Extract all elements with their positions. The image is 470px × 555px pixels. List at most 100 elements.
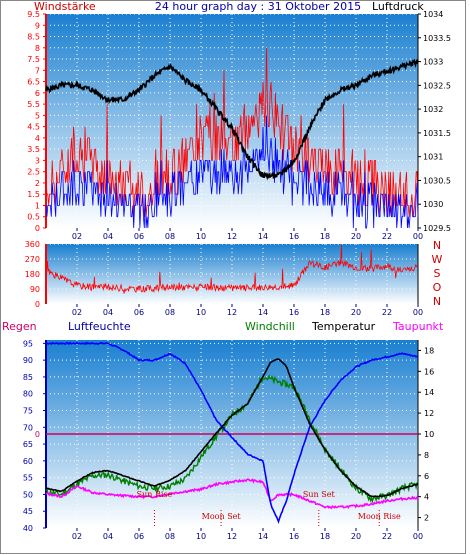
wind-xtick-label: 00 [413,232,423,241]
wind-xtick-label: 16 [289,232,299,241]
direction-xtick-label: 18 [320,308,330,317]
direction-xtick-label: 20 [351,308,361,317]
wind-ytick-label: 6 [35,89,40,98]
wind-strength-label: Windstärke [34,0,96,13]
humidity-xtick-label: 16 [289,532,299,541]
wind-ytick-label: 3 [35,156,40,165]
humidity-line [45,341,419,525]
humidity-xtick-label: 00 [413,532,423,541]
wind-ytick-label: 0.5 [27,213,40,222]
direction-xtick-label: 14 [258,308,268,317]
direction-ytick-label: 90 [30,285,40,294]
compass-labels: N W S O N [432,239,443,308]
wind-xtick-label: 02 [72,232,82,241]
temperature-ytick-label: 2 [424,514,429,523]
wind-ytick-label: 4.5 [27,123,40,132]
wind-ytick-label: 8 [35,44,40,53]
wind-ytick-label: 6.5 [27,78,40,87]
humidity-xtick-label: 22 [382,532,392,541]
humidity-ytick-label: 40 [23,524,33,533]
pressure-ytick-label: 1031.5 [423,129,451,138]
direction-ytick-label: 180 [25,270,40,279]
temperature-ytick-label: 14 [424,388,434,397]
humidity-ytick-label: 90 [23,356,33,365]
humidity-ytick-label: 75 [23,407,33,416]
temperature-ytick-label: 8 [424,451,429,460]
direction-xtick-label: 22 [382,308,392,317]
humidity-xtick-label: 14 [258,532,268,541]
dewpoint-label: Taupunkt [392,320,444,333]
moon-set-label: Moon Set [202,512,242,521]
humidity-xtick-label: 08 [165,532,175,541]
humidity-temperature-plot: 4045505560657075808590952468101214161802… [23,339,434,541]
humidity-xtick-label: 18 [320,532,330,541]
temperature-ytick-label: 16 [424,367,434,376]
wind-xtick-label: 20 [351,232,361,241]
pressure-ytick-label: 1034 [423,10,443,19]
compass-s: S [434,267,441,280]
compass-n-bottom: N [433,295,441,308]
pressure-ytick-label: 1033.5 [423,34,451,43]
wind-ytick-label: 1.5 [27,190,40,199]
pressure-line [45,58,419,181]
wind-ytick-label: 8.5 [27,33,40,42]
direction-xtick-label: 06 [134,308,144,317]
direction-ytick-label: 0 [35,300,40,309]
direction-xtick-label: 04 [103,308,113,317]
pressure-ytick-label: 1030 [423,200,443,209]
wind-ytick-label: 2.5 [27,168,40,177]
wind-ytick-label: 1 [35,201,40,210]
wind-ytick-label: 3.5 [27,145,40,154]
wind-ytick-label: 7.5 [27,55,40,64]
wind-xtick-label: 18 [320,232,330,241]
wind-ytick-label: 4 [35,134,40,143]
wind-xtick-label: 08 [165,232,175,241]
humidity-ytick-label: 50 [23,490,33,499]
temperature-line [45,358,418,498]
direction-xtick-label: 00 [413,308,423,317]
humidity-ytick-label: 65 [23,440,33,449]
temperature-ytick-label: 6 [424,472,429,481]
temperature-ytick-label: 12 [424,409,434,418]
sun-set-label: Sun Set [303,490,336,499]
compass-n-top: N [433,239,441,252]
direction-xtick-label: 12 [227,308,237,317]
rain-zero-label: 0 [35,430,40,439]
wind-pressure-plot: 0 0.5 1 1.5 2 2.5 3 3.5 4 4.5 5 5.5 6 6.5 7 7.5 8 8.5 9 9.5… [27,10,451,241]
wind-direction-panel [46,244,418,304]
humidity-ytick-label: 55 [23,474,33,483]
pressure-ytick-label: 1029.5 [423,224,451,233]
pressure-label: Luftdruck [372,0,424,13]
direction-line [45,244,419,294]
windchill-line [45,374,419,504]
compass-w: W [432,253,443,266]
humidity-xtick-label: 20 [351,532,361,541]
wind-ytick-label: 7 [35,66,40,75]
direction-ytick-label: 360 [25,240,40,249]
wind-ytick-label: 5 [35,111,40,120]
wind-xtick-label: 06 [134,232,144,241]
windchill-label: Windchill [245,320,295,333]
wind-ytick-label: 9 [35,21,40,30]
humidity-ytick-label: 80 [23,390,33,399]
humidity-xtick-label: 12 [227,532,237,541]
dewpoint-line [45,478,419,510]
wind-xtick-label: 22 [382,232,392,241]
pressure-ytick-label: 1032.5 [423,81,451,90]
humidity-xtick-label: 06 [134,532,144,541]
temperature-label: Temperatur [311,320,376,333]
pressure-ytick-label: 1032 [423,105,443,114]
humidity-ytick-label: 70 [23,423,33,432]
pressure-ytick-label: 1033 [423,58,443,67]
humidity-ytick-label: 95 [23,339,33,348]
humidity-xtick-label: 04 [103,532,113,541]
moon-rise-label: Moon Rise [358,512,401,521]
wind-xtick-label: 10 [196,232,206,241]
temperature-ytick-label: 18 [424,346,434,355]
humidity-ytick-label: 60 [23,457,33,466]
direction-xtick-label: 16 [289,308,299,317]
temperature-ytick-label: 4 [424,493,429,502]
wind-xtick-label: 14 [258,232,268,241]
